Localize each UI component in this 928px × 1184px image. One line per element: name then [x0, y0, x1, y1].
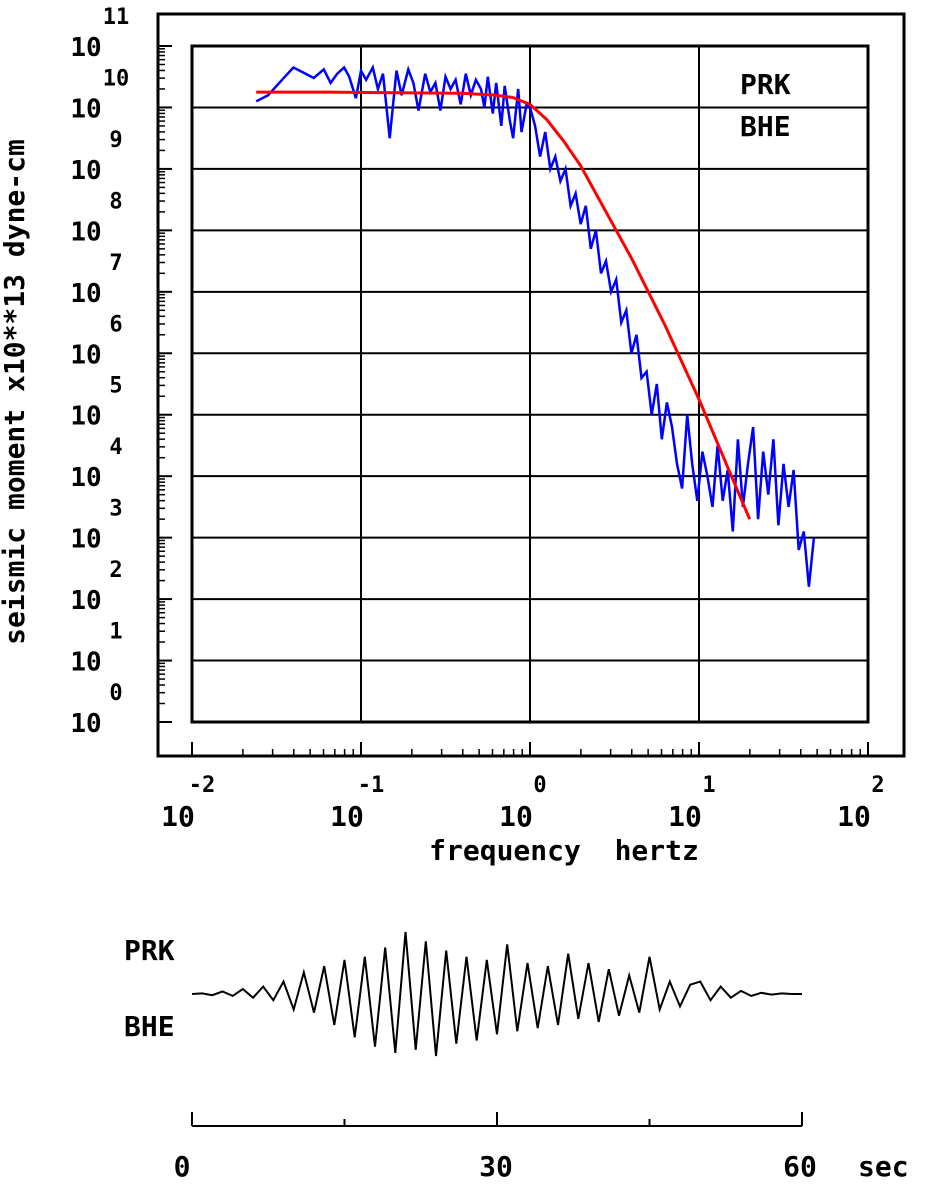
y-tick-label-exp: 10: [103, 66, 130, 91]
spectrum-grid: [192, 46, 868, 722]
y-axis-ticks: [158, 45, 172, 723]
x-tick-label-exp: 1: [702, 773, 715, 798]
x-tick-label-exp: -2: [189, 773, 216, 798]
x-tick-label-base: 10: [668, 800, 702, 833]
y-axis-label: seismic moment x10**13 dyne-cm: [0, 139, 31, 645]
time-axis-ticks: [191, 1112, 803, 1126]
y-tick-label-base: 10: [70, 525, 101, 555]
x-tick-label-exp: -1: [358, 773, 385, 798]
spectrum-annotation-station: PRK: [740, 68, 791, 101]
time-tick-label-0: 0: [174, 1150, 191, 1183]
y-tick-label-base: 10: [70, 463, 101, 493]
seismogram-trace: [191, 931, 802, 1057]
y-tick-label-base: 10: [70, 156, 101, 186]
y-tick-label-base: 10: [70, 217, 101, 247]
x-tick-label-base: 10: [161, 800, 195, 833]
time-unit-label: sec: [858, 1150, 909, 1183]
y-tick-label-base: 10: [70, 402, 101, 432]
y-tick-label-exp: 5: [109, 374, 122, 399]
y-tick-label-base: 10: [70, 94, 101, 124]
y-tick-label-exp: 4: [109, 435, 122, 460]
y-tick-label-base: 10: [70, 340, 101, 370]
x-tick-label-base: 10: [837, 800, 871, 833]
seismogram-annotation-station: PRK: [124, 934, 175, 967]
y-tick-label-exp: 3: [109, 497, 122, 522]
y-tick-label-exp: 2: [109, 558, 122, 583]
time-tick-label-30: 30: [479, 1150, 513, 1183]
x-tick-label-exp: 2: [871, 773, 884, 798]
y-tick-label-base: 10: [70, 33, 101, 63]
model-fit-line: [256, 90, 752, 520]
time-tick-label-60: 60: [783, 1150, 817, 1183]
y-tick-label-exp: 8: [109, 189, 122, 214]
y-tick-label-exp: 9: [109, 128, 122, 153]
x-axis-ticks: [191, 742, 869, 756]
x-tick-label-base: 10: [330, 800, 364, 833]
y-tick-label-exp: 7: [109, 251, 122, 276]
y-tick-label-exp: 1: [109, 620, 122, 645]
y-tick-label-base: 10: [70, 648, 101, 678]
x-axis-label: frequency hertz: [429, 834, 699, 867]
y-tick-label-base: 10: [70, 709, 101, 739]
observed-spectrum-line: [255, 64, 816, 587]
y-tick-label-exp: 6: [109, 312, 122, 337]
seismogram-annotation-component: BHE: [124, 1010, 175, 1043]
x-tick-label-exp: 0: [533, 773, 546, 798]
y-tick-label-base: 10: [70, 586, 101, 616]
y-tick-label-base: 10: [70, 279, 101, 309]
y-tick-label-exp: 11: [103, 5, 130, 30]
spectrum-annotation-component: BHE: [740, 110, 791, 143]
x-tick-label-base: 10: [499, 800, 533, 833]
y-tick-label-exp: 0: [109, 681, 122, 706]
